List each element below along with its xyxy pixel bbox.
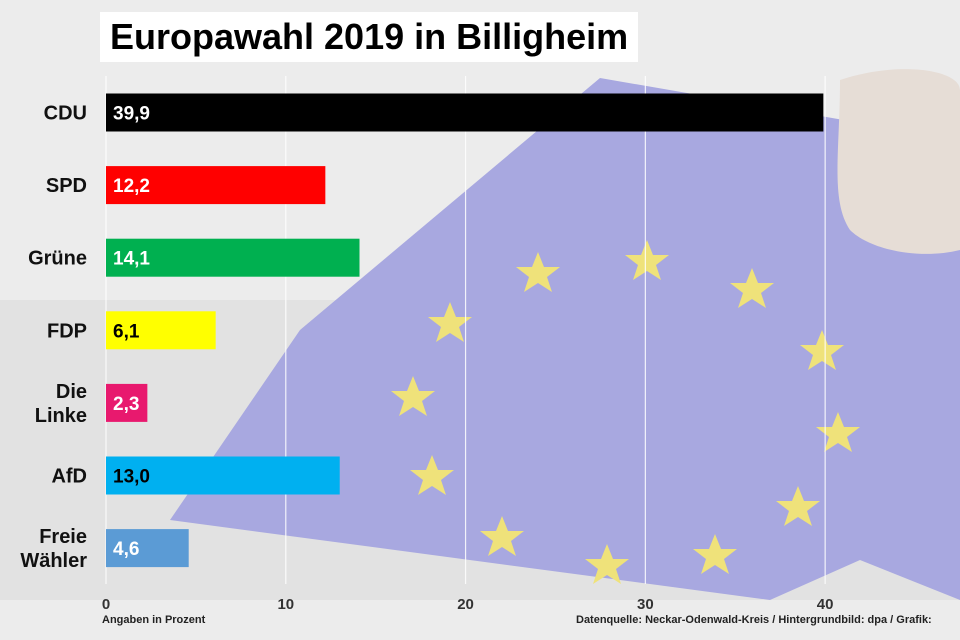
category-label: Die Linke [35, 381, 87, 427]
bar-value-label: 13,0 [113, 467, 150, 488]
bar-value-label: 12,2 [113, 176, 150, 197]
bar [106, 93, 824, 132]
x-tick-label: 10 [277, 596, 294, 613]
x-tick-label: 20 [457, 596, 474, 613]
bar [106, 456, 340, 495]
x-tick-label: 0 [102, 596, 110, 613]
bar-value-label: 6,1 [113, 321, 140, 342]
bar [106, 166, 326, 205]
bar [106, 529, 189, 568]
category-label: Freie Wähler [20, 526, 87, 572]
category-label: FDP [47, 320, 87, 342]
category-label: CDU [44, 103, 87, 125]
bar-value-label: 39,9 [113, 104, 150, 125]
category-label: AfD [51, 466, 87, 488]
source-note: Datenquelle: Neckar-Odenwald-Kreis / Hin… [576, 614, 932, 626]
x-axis-label: Angaben in Prozent [102, 614, 206, 626]
category-label: Grüne [28, 248, 87, 270]
category-label: SPD [46, 175, 87, 197]
bar [106, 238, 360, 277]
bar-value-label: 14,1 [113, 249, 150, 270]
bar-value-label: 4,6 [113, 539, 139, 560]
bar [106, 311, 216, 350]
x-tick-label: 30 [637, 596, 654, 613]
x-tick-label: 40 [817, 596, 834, 613]
bar [106, 383, 148, 422]
chart-title: Europawahl 2019 in Billigheim [100, 12, 639, 62]
bar-value-label: 2,3 [113, 394, 139, 415]
